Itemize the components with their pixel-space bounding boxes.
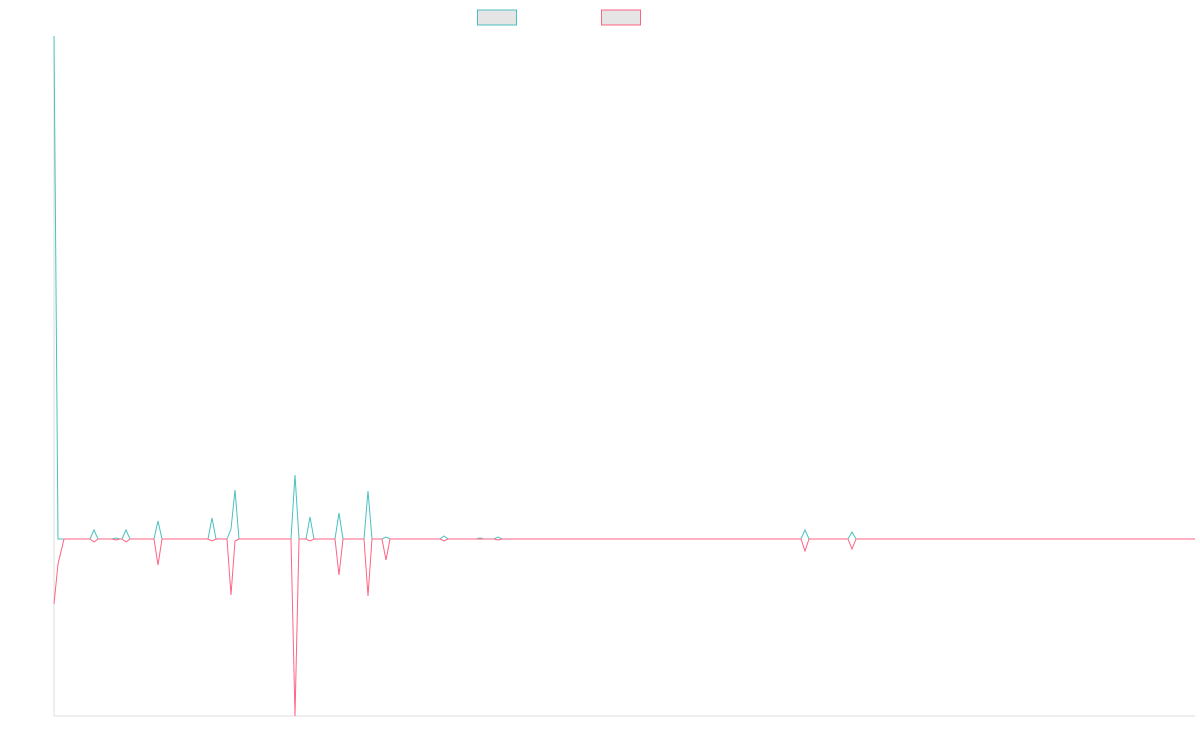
series-line — [53, 35, 1195, 540]
series-line — [53, 538, 1195, 717]
legend-swatch[interactable] — [601, 9, 641, 26]
legend-swatch[interactable] — [477, 9, 517, 26]
